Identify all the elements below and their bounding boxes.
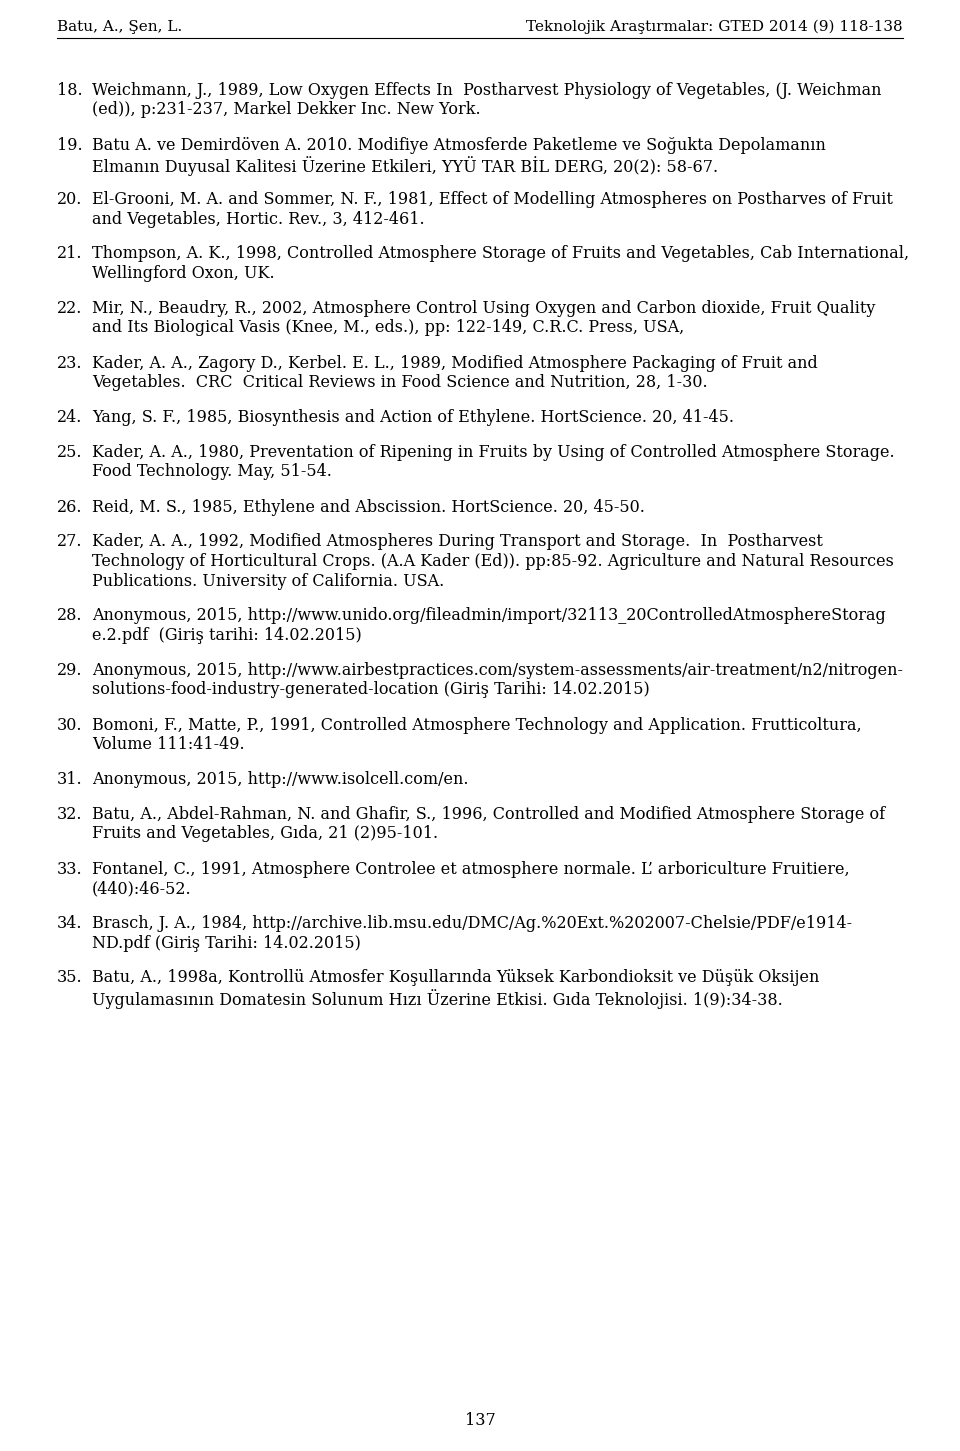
Text: Vegetables.  CRC  Critical Reviews in Food Science and Nutrition, 28, 1-30.: Vegetables. CRC Critical Reviews in Food… [92,374,708,390]
Text: Kader, A. A., 1992, Modified Atmospheres During Transport and Storage.  In  Post: Kader, A. A., 1992, Modified Atmospheres… [92,534,823,550]
Text: 35.: 35. [57,969,83,987]
Text: Uygulamasının Domatesin Solunum Hızı Üzerine Etkisi. Gıda Teknolojisi. 1(9):34-3: Uygulamasının Domatesin Solunum Hızı Üze… [92,990,782,1008]
Text: Wellingford Oxon, UK.: Wellingford Oxon, UK. [92,266,275,281]
Text: El-Grooni, M. A. and Sommer, N. F., 1981, Effect of Modelling Atmospheres on Pos: El-Grooni, M. A. and Sommer, N. F., 1981… [92,192,893,207]
Text: 28.: 28. [57,608,83,624]
Text: Anonymous, 2015, http://www.airbestpractices.com/system-assessments/air-treatmen: Anonymous, 2015, http://www.airbestpract… [92,662,903,679]
Text: 26.: 26. [57,499,83,515]
Text: Reid, M. S., 1985, Ethylene and Abscission. HortScience. 20, 45-50.: Reid, M. S., 1985, Ethylene and Abscissi… [92,499,645,515]
Text: Elmanın Duyusal Kalitesi Üzerine Etkileri, YYÜ TAR BİL DERG, 20(2): 58-67.: Elmanın Duyusal Kalitesi Üzerine Etkiler… [92,157,718,176]
Text: 18.: 18. [57,83,83,99]
Text: ND.pdf (Giriş Tarihi: 14.02.2015): ND.pdf (Giriş Tarihi: 14.02.2015) [92,934,361,952]
Text: 33.: 33. [57,860,83,878]
Text: 23.: 23. [57,354,83,371]
Text: Brasch, J. A., 1984, http://archive.lib.msu.edu/DMC/Ag.%20Ext.%202007-Chelsie/PD: Brasch, J. A., 1984, http://archive.lib.… [92,916,852,932]
Text: Yang, S. F., 1985, Biosynthesis and Action of Ethylene. HortScience. 20, 41-45.: Yang, S. F., 1985, Biosynthesis and Acti… [92,409,734,427]
Text: (440):46-52.: (440):46-52. [92,879,192,897]
Text: Bomoni, F., Matte, P., 1991, Controlled Atmosphere Technology and Application. F: Bomoni, F., Matte, P., 1991, Controlled … [92,717,862,734]
Text: 34.: 34. [57,916,83,932]
Text: 20.: 20. [57,192,83,207]
Text: Mir, N., Beaudry, R., 2002, Atmosphere Control Using Oxygen and Carbon dioxide, : Mir, N., Beaudry, R., 2002, Atmosphere C… [92,300,876,316]
Text: e.2.pdf  (Giriş tarihi: 14.02.2015): e.2.pdf (Giriş tarihi: 14.02.2015) [92,627,362,644]
Text: Technology of Horticultural Crops. (A.A Kader (Ed)). pp:85-92. Agriculture and N: Technology of Horticultural Crops. (A.A … [92,553,894,570]
Text: Kader, A. A., 1980, Preventation of Ripening in Fruits by Using of Controlled At: Kader, A. A., 1980, Preventation of Ripe… [92,444,895,461]
Text: Volume 111:41-49.: Volume 111:41-49. [92,736,245,753]
Text: Anonymous, 2015, http://www.isolcell.com/en.: Anonymous, 2015, http://www.isolcell.com… [92,770,468,788]
Text: Thompson, A. K., 1998, Controlled Atmosphere Storage of Fruits and Vegetables, C: Thompson, A. K., 1998, Controlled Atmosp… [92,245,909,263]
Text: Batu, A., Abdel-Rahman, N. and Ghafir, S., 1996, Controlled and Modified Atmosph: Batu, A., Abdel-Rahman, N. and Ghafir, S… [92,805,885,823]
Text: and Vegetables, Hortic. Rev., 3, 412-461.: and Vegetables, Hortic. Rev., 3, 412-461… [92,210,424,228]
Text: Batu A. ve Demirdöven A. 2010. Modifiye Atmosferde Paketleme ve Soğukta Depolama: Batu A. ve Demirdöven A. 2010. Modifiye … [92,136,826,154]
Text: Weichmann, J., 1989, Low Oxygen Effects In  Postharvest Physiology of Vegetables: Weichmann, J., 1989, Low Oxygen Effects … [92,83,881,99]
Text: 32.: 32. [57,805,83,823]
Text: 27.: 27. [57,534,83,550]
Text: 29.: 29. [57,662,83,679]
Text: 25.: 25. [57,444,83,461]
Text: (ed)), p:231-237, Markel Dekker Inc. New York.: (ed)), p:231-237, Markel Dekker Inc. New… [92,102,481,119]
Text: and Its Biological Vasis (Knee, M., eds.), pp: 122-149, C.R.C. Press, USA,: and Its Biological Vasis (Knee, M., eds.… [92,319,684,337]
Text: Kader, A. A., Zagory D., Kerbel. E. L., 1989, Modified Atmosphere Packaging of F: Kader, A. A., Zagory D., Kerbel. E. L., … [92,354,818,371]
Text: 31.: 31. [57,770,83,788]
Text: Batu, A., Şen, L.: Batu, A., Şen, L. [57,20,182,33]
Text: 22.: 22. [57,300,83,316]
Text: 21.: 21. [57,245,83,263]
Text: solutions-food-industry-generated-location (Giriş Tarihi: 14.02.2015): solutions-food-industry-generated-locati… [92,682,650,698]
Text: Fontanel, C., 1991, Atmosphere Controlee et atmosphere normale. L’ arboriculture: Fontanel, C., 1991, Atmosphere Controlee… [92,860,850,878]
Text: Batu, A., 1998a, Kontrollü Atmosfer Koşullarında Yüksek Karbondioksit ve Düşük O: Batu, A., 1998a, Kontrollü Atmosfer Koşu… [92,969,820,987]
Text: 19.: 19. [57,136,83,154]
Text: 24.: 24. [57,409,83,427]
Text: Anonymous, 2015, http://www.unido.org/fileadmin/import/32113_20ControlledAtmosph: Anonymous, 2015, http://www.unido.org/fi… [92,608,886,624]
Text: Publications. University of California. USA.: Publications. University of California. … [92,573,444,589]
Text: 30.: 30. [57,717,83,734]
Text: 137: 137 [465,1412,495,1429]
Text: Food Technology. May, 51-54.: Food Technology. May, 51-54. [92,463,332,480]
Text: Teknolojik Araştırmalar: GTED 2014 (9) 118-138: Teknolojik Araştırmalar: GTED 2014 (9) 1… [526,20,903,35]
Text: Fruits and Vegetables, Gıda, 21 (2)95-101.: Fruits and Vegetables, Gıda, 21 (2)95-10… [92,826,438,843]
